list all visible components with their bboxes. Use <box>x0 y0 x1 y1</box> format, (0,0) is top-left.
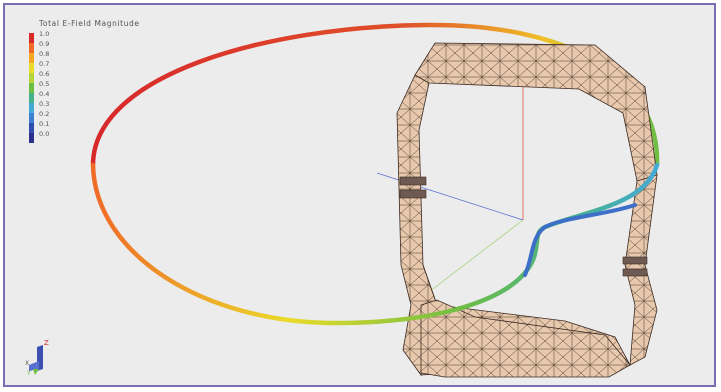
axes-indicator-z-label: Z <box>44 339 49 347</box>
legend-color-bar <box>29 33 34 143</box>
axes-indicator-y-arrow <box>33 369 39 375</box>
mesh-band-bottom-face <box>420 299 631 378</box>
3d-scene[interactable] <box>5 5 716 387</box>
legend-label-0-6: 0.6 <box>39 70 50 78</box>
legend-title: Total E-Field Magnitude <box>39 19 140 28</box>
field-ring-dip <box>523 203 637 277</box>
legend-label-0-0: 0.0 <box>39 130 50 138</box>
legend-label-0-4: 0.4 <box>39 90 50 98</box>
axes-indicator-x-label: X <box>25 360 29 367</box>
legend-label-0-1: 0.1 <box>39 120 50 128</box>
legend-label-0-9: 0.9 <box>39 40 50 48</box>
legend-label-0-2: 0.2 <box>39 110 50 118</box>
feed-connector-left <box>399 176 427 199</box>
legend-label-0-3: 0.3 <box>39 100 50 108</box>
legend-label-0-5: 0.5 <box>39 80 50 88</box>
legend-label-0-7: 0.7 <box>39 60 50 68</box>
legend-label-0-8: 0.8 <box>39 50 50 58</box>
viewport[interactable]: Total E-Field Magnitude 1.0 0.9 0.8 0.7 … <box>3 3 716 387</box>
axes-indicator-y-label: Y <box>26 370 31 375</box>
color-legend: Total E-Field Magnitude 1.0 0.9 0.8 0.7 … <box>27 19 187 149</box>
legend-label-1-0: 1.0 <box>39 30 50 38</box>
axes-indicator-x-arrow <box>29 361 39 371</box>
axis-line-y <box>424 219 524 296</box>
feed-connector-right <box>622 256 648 277</box>
orientation-axes-indicator[interactable]: Z X Y <box>25 335 55 375</box>
field-ring-bottom-arc <box>90 162 660 326</box>
mesh-band-top <box>414 42 658 182</box>
